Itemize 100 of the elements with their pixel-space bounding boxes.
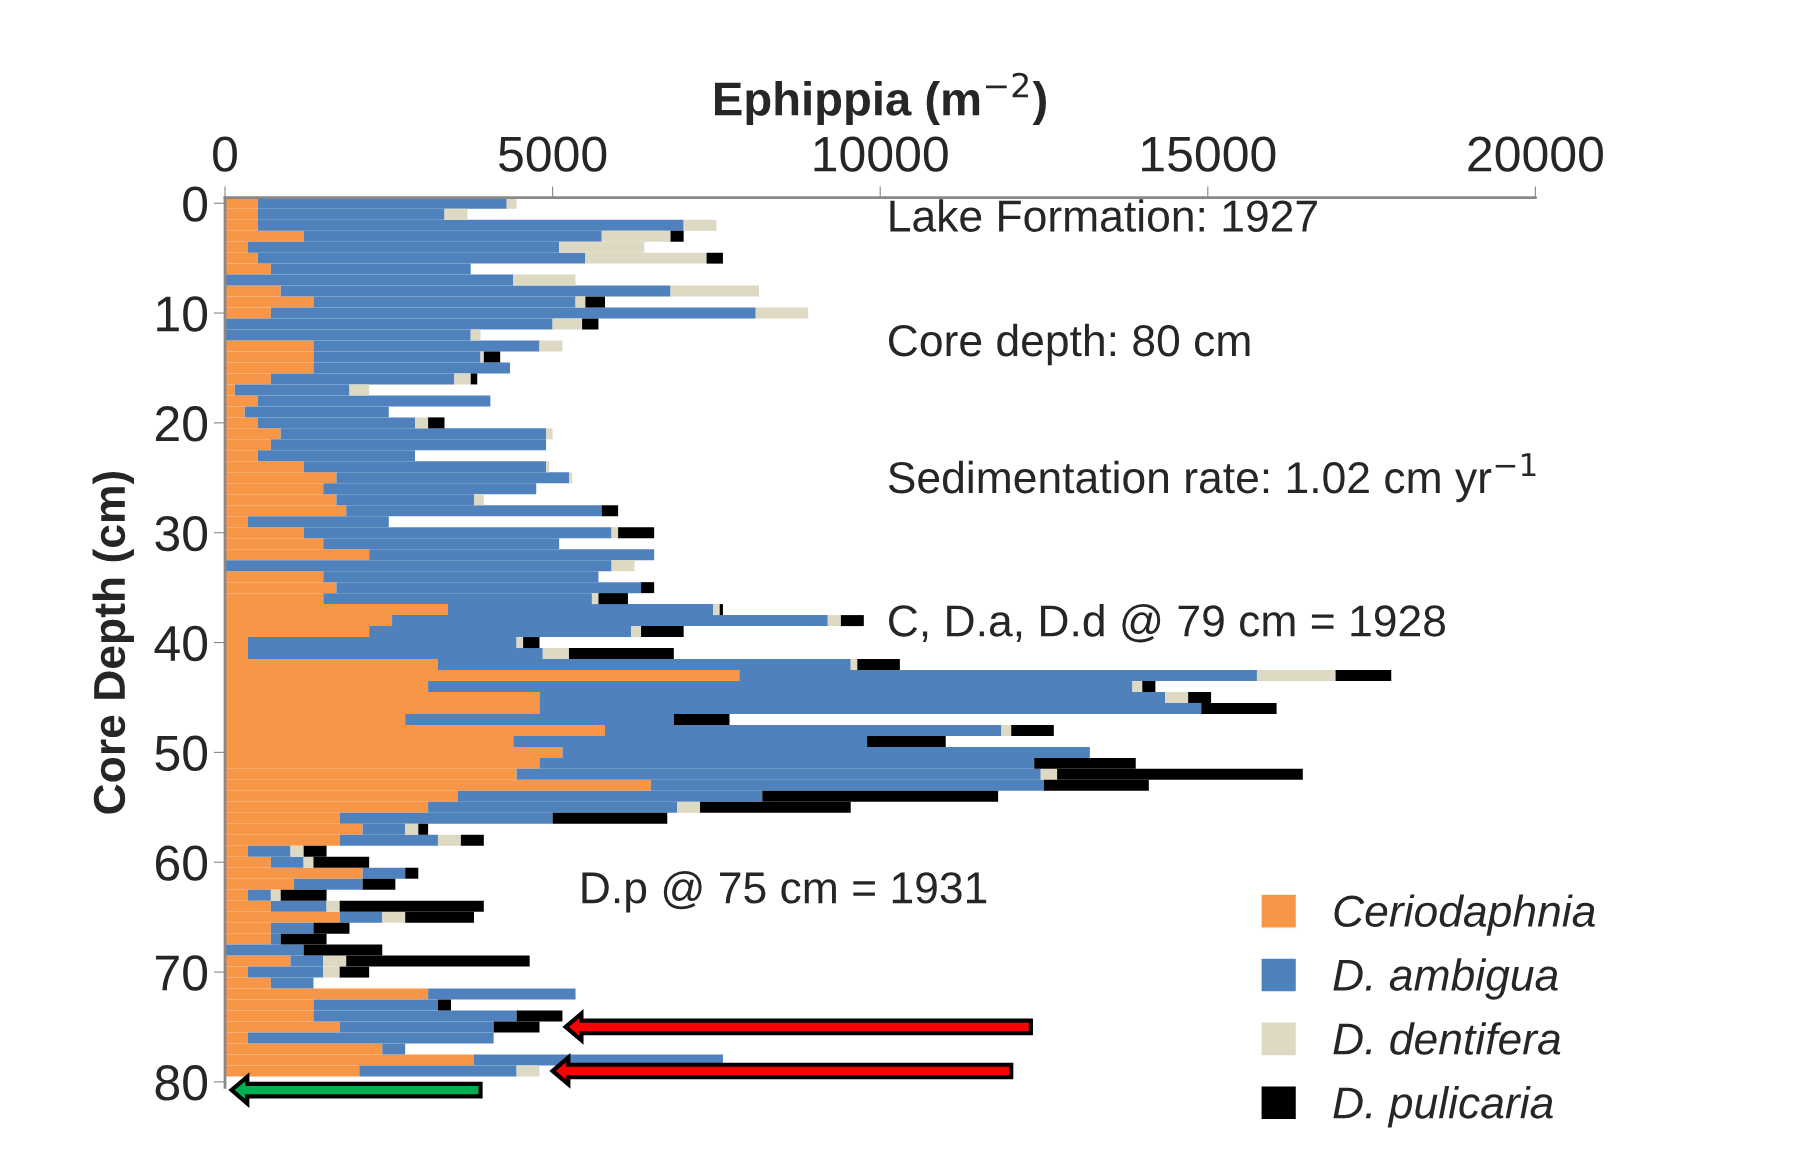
annotation: Lake Formation: 1927 bbox=[890, 199, 1317, 232]
bar bbox=[437, 999, 452, 1011]
bar bbox=[516, 1065, 540, 1077]
bar bbox=[480, 351, 484, 363]
legend-label: D. dentifera bbox=[1333, 1022, 1561, 1055]
bar bbox=[513, 274, 576, 286]
bar bbox=[867, 735, 946, 747]
y-tick-label: 10 bbox=[157, 296, 208, 332]
bar bbox=[641, 582, 655, 594]
bar bbox=[706, 252, 723, 264]
bar bbox=[1256, 670, 1336, 681]
y-axis-title: Core Depth (cm) bbox=[92, 471, 134, 814]
bar bbox=[631, 626, 642, 638]
bar bbox=[415, 417, 429, 429]
x-tick-label: 5000 bbox=[498, 136, 607, 172]
legend-label: D. ambigua bbox=[1333, 958, 1558, 1000]
bar bbox=[546, 428, 553, 440]
bar bbox=[827, 615, 841, 627]
bar bbox=[362, 867, 406, 879]
bar bbox=[755, 307, 809, 319]
bar bbox=[1011, 724, 1054, 736]
annotation: C, D.a, D.d @ 79 cm = 1928 bbox=[889, 604, 1445, 643]
bar bbox=[542, 648, 569, 660]
bar bbox=[270, 889, 281, 901]
bar bbox=[428, 417, 445, 429]
bar bbox=[293, 878, 363, 890]
y-tick-label: 70 bbox=[155, 955, 208, 991]
bar bbox=[280, 889, 327, 901]
bar bbox=[473, 494, 484, 506]
bar bbox=[539, 340, 563, 352]
y-tick-label: 30 bbox=[155, 515, 208, 552]
bar bbox=[568, 648, 674, 660]
bar bbox=[582, 318, 599, 330]
bar bbox=[290, 845, 304, 857]
bar bbox=[840, 615, 864, 627]
bar bbox=[719, 604, 723, 616]
y-tick-label: 60 bbox=[155, 845, 208, 881]
bar bbox=[552, 812, 668, 824]
bar bbox=[850, 659, 858, 671]
bar bbox=[568, 472, 573, 484]
bar bbox=[575, 296, 586, 308]
bar bbox=[460, 834, 484, 846]
bar bbox=[516, 637, 524, 649]
bar bbox=[683, 219, 717, 231]
bar bbox=[591, 593, 599, 605]
bar bbox=[470, 329, 481, 341]
bar bbox=[444, 208, 468, 220]
y-tick-label: 20 bbox=[155, 406, 208, 442]
bar bbox=[677, 801, 701, 813]
bar bbox=[270, 900, 327, 912]
bar bbox=[618, 527, 655, 539]
bar bbox=[546, 461, 550, 473]
bar bbox=[857, 659, 900, 671]
bar bbox=[1165, 691, 1189, 703]
bar bbox=[362, 878, 396, 890]
bar bbox=[598, 593, 628, 605]
x-tick-label: 20000 bbox=[1468, 136, 1603, 172]
bar bbox=[483, 351, 501, 363]
bar bbox=[1040, 768, 1058, 780]
y-tick-label: 40 bbox=[154, 625, 208, 662]
bar bbox=[326, 900, 340, 912]
bar bbox=[552, 318, 583, 330]
bar bbox=[1335, 670, 1392, 681]
bar bbox=[1001, 724, 1012, 736]
bar bbox=[506, 197, 517, 209]
y-tick-label: 50 bbox=[155, 735, 208, 772]
bar bbox=[523, 637, 540, 649]
bar bbox=[611, 560, 635, 572]
x-tick-label: 15000 bbox=[1142, 136, 1276, 172]
bar bbox=[601, 505, 619, 517]
bar bbox=[1132, 681, 1143, 692]
bar bbox=[1142, 681, 1156, 692]
bar bbox=[382, 911, 406, 923]
x-tick-label: 10000 bbox=[814, 136, 948, 172]
bar bbox=[670, 285, 759, 297]
bar bbox=[641, 626, 684, 638]
bar bbox=[349, 384, 370, 396]
bar bbox=[713, 604, 720, 616]
legend-label: Ceriodaphnia bbox=[1334, 894, 1595, 936]
bar bbox=[670, 230, 684, 242]
bar bbox=[303, 856, 314, 868]
x-tick-label: 0 bbox=[213, 136, 237, 172]
bar bbox=[470, 373, 478, 385]
bar bbox=[247, 889, 271, 901]
annotation: Core depth: 80 cm bbox=[889, 323, 1250, 366]
bar bbox=[418, 823, 429, 835]
bar bbox=[673, 713, 730, 725]
bar bbox=[611, 527, 619, 539]
bar bbox=[405, 867, 419, 879]
annotation: D.p @ 75 cm = 1931 bbox=[582, 870, 987, 913]
bar bbox=[454, 373, 471, 385]
chart-title: Ephippia (m$^{−2}$) bbox=[715, 72, 1046, 126]
bar bbox=[339, 911, 383, 923]
legend-label: D. pulicaria bbox=[1333, 1086, 1553, 1128]
y-tick-label: 0 bbox=[183, 186, 208, 222]
y-tick-label: 80 bbox=[155, 1065, 208, 1101]
bar bbox=[585, 296, 606, 308]
annotation: Sedimentation rate: 1.02 cm yr$^{−1}$ bbox=[888, 453, 1536, 503]
bar bbox=[437, 834, 461, 846]
bar bbox=[405, 823, 419, 835]
